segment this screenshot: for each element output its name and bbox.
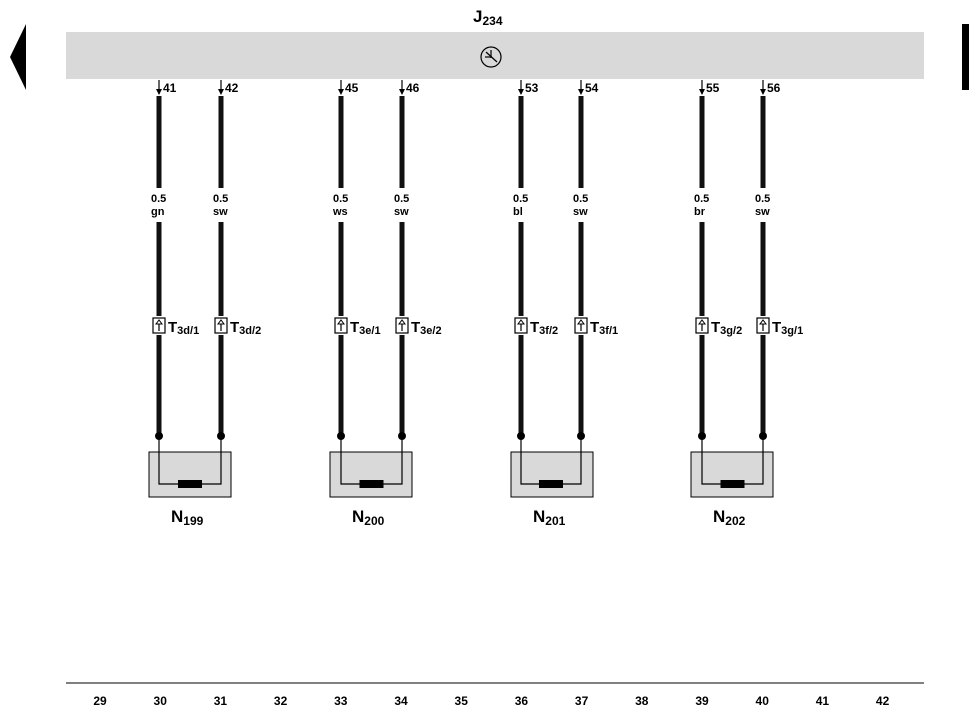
track-number: 34 [394,694,408,708]
track-number: 40 [756,694,770,708]
connector-icon [574,317,588,334]
track-number: 35 [455,694,469,708]
component-label: N200 [352,507,385,528]
airbag-unit-icon [480,46,502,68]
component-label: N201 [533,507,566,528]
connector-icon [395,317,409,334]
pin-arrowhead [399,89,405,95]
resistor-icon [539,480,563,488]
component-box [329,451,413,498]
wire-color: sw [755,206,770,218]
connector-label: T3d/2 [230,319,261,337]
pin-arrowhead [578,89,584,95]
connector-icon [695,317,709,334]
component-label: N202 [713,507,746,528]
wire-color: bl [513,206,523,218]
connector-label: T3d/1 [168,319,199,337]
connector-label: T3e/2 [411,319,442,337]
wire-42: 42 0.5sw T3d/2 [213,80,261,440]
connector-label: T3g/1 [772,319,803,337]
component-box [690,451,774,498]
pin-number: 54 [585,81,599,95]
track-number: 31 [214,694,228,708]
resistor-icon [178,480,202,488]
connector-label: T3g/2 [711,319,742,337]
wire-size: 0.5 [755,193,770,205]
track-number: 38 [635,694,649,708]
wire-53: 53 0.5bl T3f/2 [513,80,558,440]
track-number: 36 [515,694,529,708]
component-N202: N202 [690,436,774,528]
pin-number: 45 [345,81,359,95]
track-number: 30 [154,694,168,708]
wire-color: sw [213,206,228,218]
wire-size: 0.5 [573,193,588,205]
component-N199: N199 [148,436,232,528]
connector-label: T3f/2 [530,319,558,337]
connector-icon [334,317,348,334]
bar-right-icon[interactable] [962,24,969,90]
pin-arrowhead [338,89,344,95]
track-number: 42 [876,694,890,708]
pin-arrowhead [218,89,224,95]
wire-color: sw [394,206,409,218]
wire-size: 0.5 [394,193,409,205]
component-label: N199 [171,507,204,528]
component-N201: N201 [510,436,594,528]
wire-size: 0.5 [333,193,348,205]
wire-color: ws [332,206,348,218]
component-box [510,451,594,498]
track-number: 33 [334,694,348,708]
pin-arrowhead [518,89,524,95]
connector-label: T3f/1 [590,319,618,337]
track-number: 32 [274,694,288,708]
connector-label: T3e/1 [350,319,381,337]
control-unit-bar [66,32,924,79]
wire-56: 56 0.5sw T3g/1 [755,80,803,440]
component-N200: N200 [329,436,413,528]
track-number: 37 [575,694,589,708]
wire-size: 0.5 [151,193,166,205]
track-number: 39 [695,694,709,708]
wire-size: 0.5 [513,193,528,205]
wire-size: 0.5 [213,193,228,205]
track-number: 41 [816,694,830,708]
triangle-left-icon[interactable] [10,24,26,90]
wire-46: 46 0.5sw T3e/2 [394,80,442,440]
pin-number: 53 [525,81,539,95]
connector-icon [152,317,166,334]
wire-41: 41 0.5gn T3d/1 [151,80,199,440]
pin-arrowhead [699,89,705,95]
pin-arrowhead [156,89,162,95]
pin-number: 41 [163,81,177,95]
pin-number: 46 [406,81,420,95]
wire-54: 54 0.5sw T3f/1 [573,80,618,440]
wire-45: 45 0.5ws T3e/1 [332,80,381,440]
pin-number: 42 [225,81,239,95]
pin-arrowhead [760,89,766,95]
connector-icon [214,317,228,334]
control-unit-label: J234 [473,7,503,28]
resistor-icon [720,480,745,488]
track-number: 29 [93,694,107,708]
wire-color: br [694,206,706,218]
resistor-icon [359,480,384,488]
pin-number: 56 [767,81,781,95]
wire-color: gn [151,206,165,218]
pin-number: 55 [706,81,720,95]
component-box [148,451,232,498]
wire-size: 0.5 [694,193,709,205]
connector-icon [756,317,770,334]
connector-icon [514,317,528,334]
wire-color: sw [573,206,588,218]
wire-55: 55 0.5br T3g/2 [694,80,742,440]
